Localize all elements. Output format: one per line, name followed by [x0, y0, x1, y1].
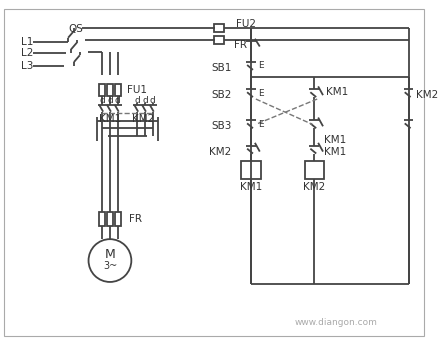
Bar — [107, 85, 113, 96]
Text: SB2: SB2 — [211, 90, 231, 100]
Bar — [214, 36, 224, 43]
Text: KM1: KM1 — [240, 181, 262, 191]
Text: M: M — [105, 248, 115, 261]
Text: L1: L1 — [22, 37, 34, 47]
Text: KM2: KM2 — [303, 181, 326, 191]
Text: FU2: FU2 — [236, 19, 257, 29]
Bar — [115, 85, 121, 96]
Bar — [214, 24, 224, 32]
Text: E: E — [258, 89, 264, 98]
Text: d: d — [99, 97, 105, 106]
Text: SB1: SB1 — [211, 63, 231, 73]
Text: KM2: KM2 — [209, 147, 231, 157]
Text: QS: QS — [69, 24, 83, 34]
Bar — [241, 161, 261, 179]
Text: d: d — [150, 97, 156, 106]
Text: L2: L2 — [22, 48, 34, 58]
Text: KM1: KM1 — [324, 135, 346, 145]
Text: KM1: KM1 — [324, 147, 346, 157]
Bar — [107, 212, 113, 226]
Text: KM1: KM1 — [99, 114, 121, 124]
Text: SB3: SB3 — [211, 121, 231, 131]
Text: d: d — [134, 97, 140, 106]
Bar — [304, 161, 324, 179]
Text: 3~: 3~ — [103, 262, 117, 272]
Bar — [115, 212, 121, 226]
Text: KM2: KM2 — [132, 114, 155, 124]
Text: FR: FR — [234, 40, 246, 50]
Text: d: d — [115, 97, 121, 106]
Text: www.diangon.com: www.diangon.com — [294, 318, 377, 327]
Bar — [99, 212, 105, 226]
Text: L3: L3 — [22, 61, 34, 71]
Text: d: d — [107, 97, 113, 106]
Text: KM1: KM1 — [326, 87, 348, 97]
Text: E: E — [258, 61, 264, 70]
Text: E: E — [258, 120, 264, 129]
Text: KM2: KM2 — [416, 90, 439, 100]
Bar — [99, 85, 105, 96]
Text: FU1: FU1 — [128, 85, 147, 95]
Text: d: d — [142, 97, 148, 106]
Text: FR: FR — [129, 214, 143, 224]
